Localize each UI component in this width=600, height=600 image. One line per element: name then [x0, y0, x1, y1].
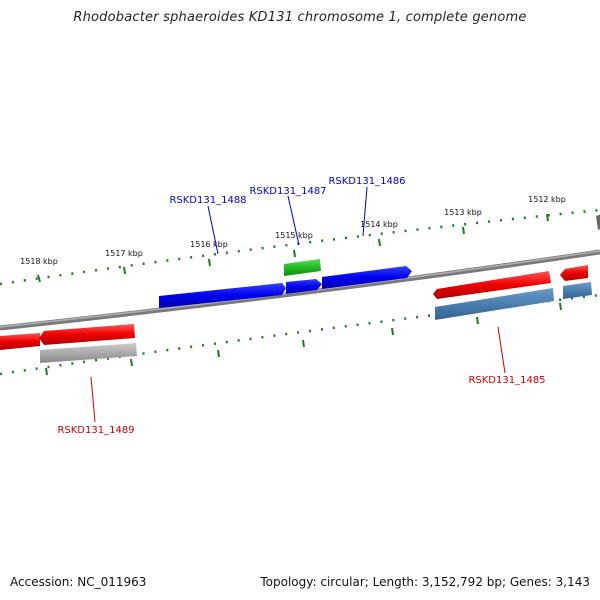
- rna-feature[interactable]: [284, 259, 321, 276]
- gene-RSKD131_1485[interactable]: [435, 288, 554, 320]
- major-tick: [293, 249, 296, 258]
- major-tick: [302, 339, 305, 348]
- gene-feature[interactable]: [563, 282, 592, 299]
- minus-strand-genes: [0, 282, 592, 363]
- major-tick: [391, 327, 394, 336]
- genome-summary-text: Topology: circular; Length: 3,152,792 bp…: [260, 575, 590, 589]
- minus-strand-track: [0, 293, 600, 376]
- accession-text: Accession: NC_011963: [10, 575, 147, 589]
- gene-RSKD131_1486[interactable]: [322, 266, 412, 289]
- gene-label[interactable]: RSKD131_1485: [468, 375, 545, 386]
- gene-label[interactable]: RSKD131_1489: [57, 425, 134, 436]
- gene-label[interactable]: RSKD131_1486: [328, 176, 405, 187]
- tick-label: 1515 kbp: [275, 231, 313, 240]
- major-tick: [208, 258, 211, 267]
- gene-RSKD131_1489[interactable]: [40, 343, 137, 363]
- tick-label: 1518 kbp: [20, 257, 58, 266]
- gene-label[interactable]: RSKD131_1487: [249, 186, 326, 197]
- cds-feature[interactable]: [0, 333, 40, 350]
- major-tick: [546, 213, 549, 222]
- gene-RSKD131_1488[interactable]: [159, 283, 286, 308]
- major-tick: [130, 358, 133, 367]
- major-tick: [559, 302, 562, 311]
- scale-labels: 1512 kbp 1513 kbp 1514 kbp 1515 kbp 1516…: [20, 195, 566, 266]
- backbone-line: [0, 249, 600, 331]
- leader-line: [207, 205, 219, 255]
- plus-track-dots: [0, 208, 600, 286]
- major-tick: [462, 226, 465, 235]
- label-leaders: [90, 186, 506, 423]
- major-tick: [476, 316, 479, 325]
- backbone-end-marker: [596, 214, 600, 230]
- plus-strand-track: [0, 208, 600, 286]
- major-tick: [45, 367, 48, 376]
- minus-track-dots: [0, 293, 600, 376]
- leader-line: [90, 376, 96, 423]
- leader-line: [497, 326, 506, 374]
- major-tick: [217, 349, 220, 358]
- leader-line: [287, 195, 300, 246]
- major-tick: [123, 266, 126, 275]
- cds-feature[interactable]: [560, 265, 588, 281]
- tick-label: 1513 kbp: [444, 208, 482, 217]
- tick-label: 1514 kbp: [360, 220, 398, 229]
- tick-label: 1516 kbp: [190, 240, 228, 249]
- cds-feature[interactable]: [39, 324, 135, 345]
- major-tick: [37, 274, 41, 283]
- tick-label: 1512 kbp: [528, 195, 566, 204]
- gene-label[interactable]: RSKD131_1488: [169, 195, 246, 206]
- tick-label: 1517 kbp: [105, 249, 143, 258]
- cds-feature[interactable]: [433, 271, 551, 299]
- gene-labels: RSKD131_1488 RSKD131_1487 RSKD131_1486 R…: [57, 176, 545, 436]
- plus-strand-genes: [159, 259, 588, 308]
- major-tick: [378, 238, 381, 247]
- gene-RSKD131_1487[interactable]: [286, 279, 322, 294]
- leader-line: [362, 186, 368, 237]
- genome-title: Rhodobacter sphaeroides KD131 chromosome…: [73, 10, 527, 25]
